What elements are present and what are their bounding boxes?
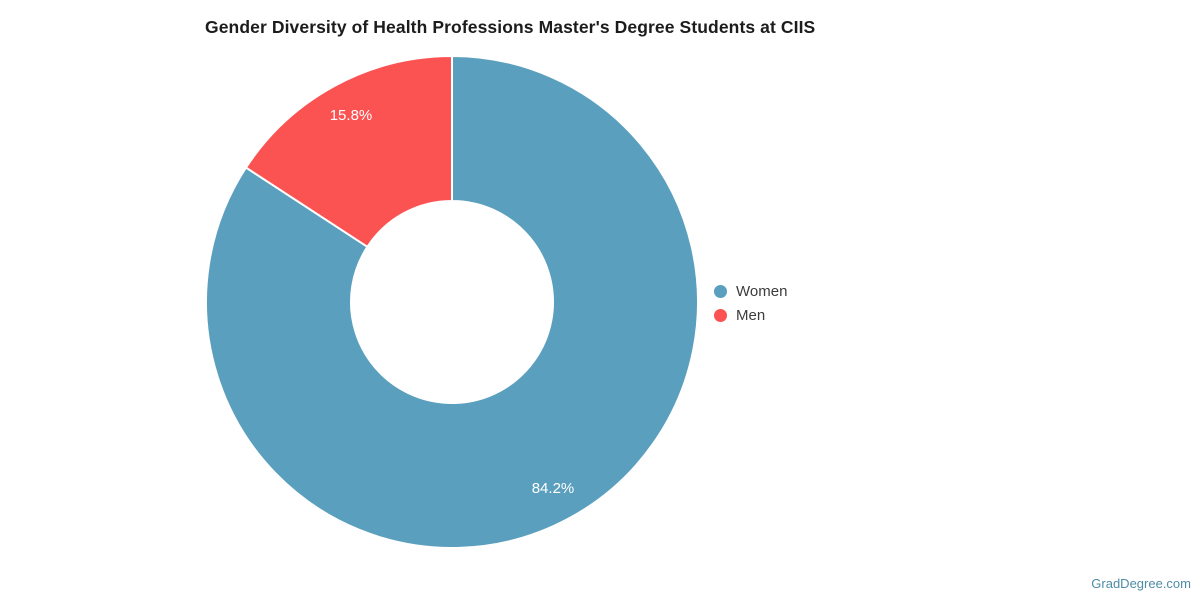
chart-title: Gender Diversity of Health Professions M… <box>205 17 816 37</box>
legend-item-women: Women <box>714 279 787 303</box>
pie-slice-men[interactable] <box>244 55 453 248</box>
slice-label-women: 84.2% <box>532 480 575 497</box>
pie-slice-women[interactable] <box>205 55 699 549</box>
legend-swatch-women-icon <box>714 284 727 298</box>
legend-swatch-men-icon <box>714 308 727 322</box>
chart-legend: Women Men <box>714 279 787 327</box>
slice-label-men: 15.8% <box>330 107 373 124</box>
watermark-link[interactable]: GradDegree.com <box>1091 576 1191 591</box>
legend-label-men: Men <box>736 306 766 324</box>
legend-label-women: Women <box>736 282 788 300</box>
legend-item-men: Men <box>714 303 787 327</box>
